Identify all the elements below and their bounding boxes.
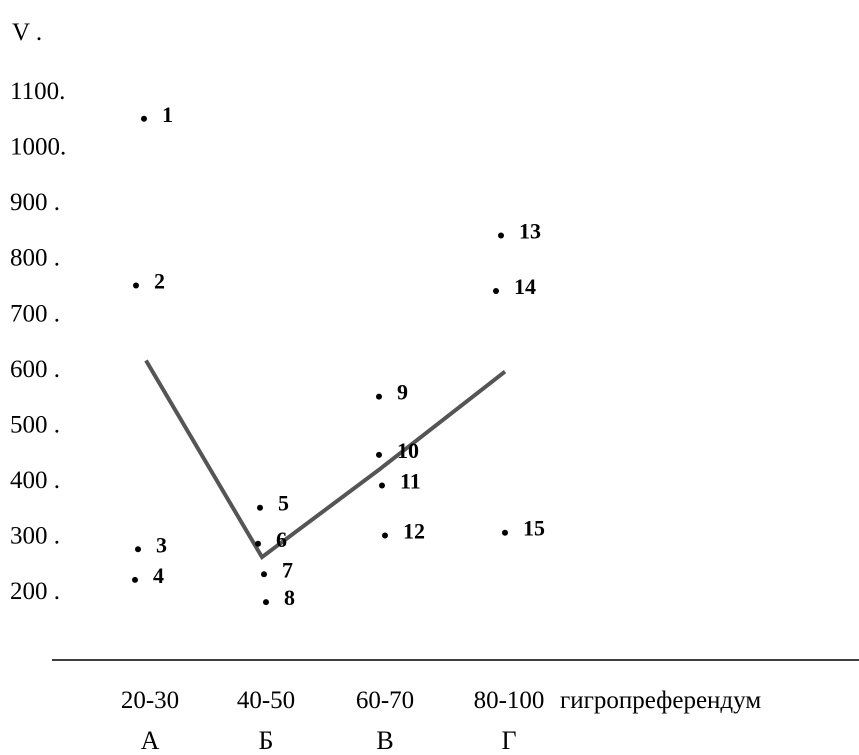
data-point: [502, 529, 508, 536]
data-point: [382, 532, 388, 539]
x-axis-ticks: 20-30 А 40-50 Б 60-70 В 80-100 Г: [121, 687, 545, 755]
point-label: 12: [403, 519, 425, 544]
data-point: [133, 282, 139, 289]
data-point: [379, 482, 385, 489]
y-tick-label: 1100.: [10, 78, 65, 105]
data-point: [376, 451, 382, 458]
point-label: 1: [162, 102, 173, 127]
data-point: [261, 571, 267, 578]
point-label: 6: [276, 527, 287, 552]
x-tick-label: 20-30: [121, 687, 179, 714]
data-point: [376, 393, 382, 400]
data-point: [257, 504, 263, 511]
point-label: 5: [278, 491, 289, 516]
point-label: 8: [284, 585, 295, 610]
y-tick-label: 500 .: [10, 411, 60, 438]
point-label: 14: [514, 274, 536, 299]
point-label: 3: [156, 532, 167, 557]
point-label: 9: [397, 380, 408, 405]
y-tick-label: 300 .: [10, 522, 60, 549]
x-axis-title: гигропреферендум: [560, 687, 761, 714]
data-point: [141, 115, 147, 122]
y-tick-label: 800 .: [10, 245, 60, 272]
point-label: 2: [154, 269, 165, 294]
x-group-label: Б: [259, 726, 274, 755]
y-axis-label: V .: [12, 19, 42, 46]
point-label: 11: [400, 469, 421, 494]
x-group-label: Г: [501, 726, 516, 755]
point-label: 4: [153, 563, 164, 588]
point-label: 7: [282, 557, 293, 582]
data-point: [493, 288, 499, 294]
mean-line-group: [144, 359, 507, 561]
y-tick-label: 900 .: [10, 189, 60, 216]
y-tick-label: 200 .: [10, 578, 60, 605]
y-tick-label: 600 .: [10, 356, 60, 383]
y-axis-ticks: 1100. 1000. 900 . 800 . 700 . 600 . 500 . 400 .…: [10, 78, 66, 605]
data-point: [255, 540, 261, 547]
point-label: 10: [397, 438, 419, 463]
x-tick-label: 40-50: [237, 687, 295, 714]
mean-line: [144, 359, 507, 561]
y-tick-label: 1000.: [10, 134, 66, 161]
data-point: [498, 232, 504, 239]
data-point: [135, 546, 141, 553]
x-group-label: А: [141, 726, 160, 755]
x-tick-label: 60-70: [356, 687, 414, 714]
data-point: [263, 599, 269, 606]
data-point: [132, 576, 138, 583]
x-group-label: В: [376, 726, 393, 755]
x-tick-label: 80-100: [474, 687, 545, 714]
point-label: 15: [523, 516, 545, 541]
point-label: 13: [519, 219, 541, 244]
y-tick-label: 400 .: [10, 467, 60, 494]
y-tick-label: 700 .: [10, 300, 60, 327]
